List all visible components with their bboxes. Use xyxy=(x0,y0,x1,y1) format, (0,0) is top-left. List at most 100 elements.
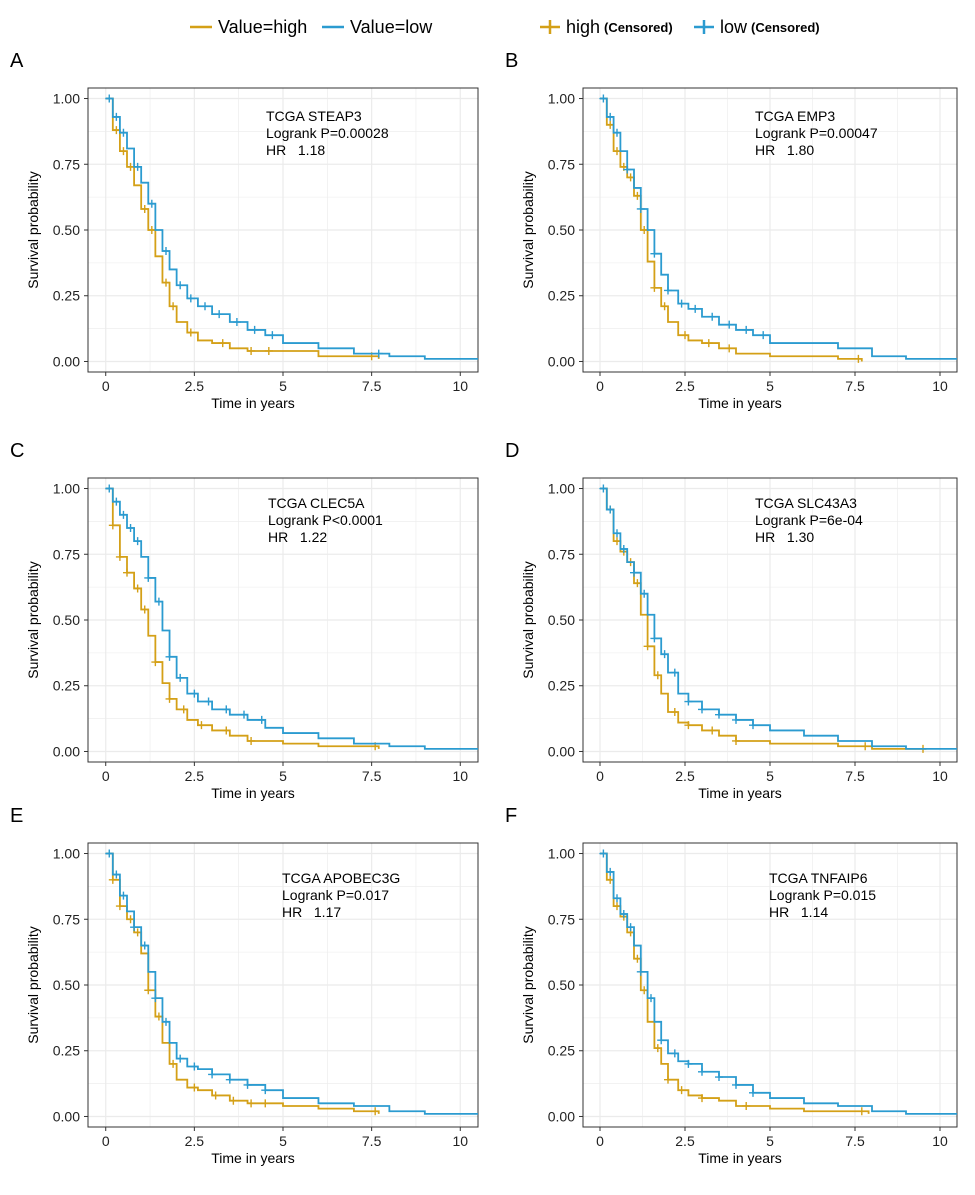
logrank-text: Logrank P=6e-04 xyxy=(755,512,863,528)
censor-mark-high xyxy=(742,1101,751,1110)
panel-f: F 0 2.5 5 7.5 10 0.00 0.25 0.50 0.75 1.00 Time in … xyxy=(487,805,974,1195)
hr-text: HR 1.17 xyxy=(282,904,342,920)
censor-mark-low xyxy=(749,1088,757,1097)
censor-mark-high xyxy=(144,986,153,995)
x-tick-label: 2.5 xyxy=(185,768,205,784)
x-tick-label: 10 xyxy=(452,768,468,784)
survival-curve-low xyxy=(105,97,478,360)
legend-swatch-low-censored xyxy=(694,20,714,34)
annotation: TCGA STEAP3 Logrank P=0.00028 HR 1.18 xyxy=(266,108,389,159)
censor-mark-high xyxy=(108,521,117,530)
censor-mark-low xyxy=(657,1036,666,1045)
legend-label: Value=high xyxy=(218,16,308,37)
annotation: TCGA APOBEC3G Logrank P=0.017 HR 1.17 xyxy=(282,870,400,921)
censor-mark-low xyxy=(613,894,621,903)
logrank-text: Logrank P=0.015 xyxy=(769,887,877,903)
y-tick-label: 0.75 xyxy=(548,546,575,562)
censor-mark-high xyxy=(653,671,662,680)
y-axis-label: Survival probability xyxy=(25,561,41,679)
y-tick-label: 0.50 xyxy=(53,977,80,993)
gene-title: TCGA TNFAIP6 xyxy=(769,870,868,886)
x-tick-label: 5 xyxy=(766,1133,774,1149)
y-tick-label: 0.50 xyxy=(548,222,575,238)
x-axis-label: Time in years xyxy=(698,1150,782,1166)
panel-label: A xyxy=(10,50,24,72)
survival-curve-low xyxy=(600,97,957,360)
panel-d: D 0 2.5 5 7.5 10 0.00 0.25 0.50 0.75 1.00 Time in … xyxy=(487,440,974,830)
censor-mark-low xyxy=(147,199,156,208)
survival-curve-low xyxy=(105,487,478,750)
x-tick-label: 2.5 xyxy=(675,768,695,784)
censor-mark-low xyxy=(670,1049,679,1058)
censor-mark-high xyxy=(732,736,740,745)
x-axis-label: Time in years xyxy=(211,1150,295,1166)
y-tick-label: 1.00 xyxy=(53,91,80,107)
censor-mark-high xyxy=(151,658,160,667)
y-tick-label: 0.25 xyxy=(548,678,575,694)
censor-mark-low xyxy=(732,715,740,724)
censor-mark-low xyxy=(112,112,121,121)
y-tick-label: 1.00 xyxy=(53,846,80,862)
annotation: TCGA TNFAIP6 Logrank P=0.015 HR 1.14 xyxy=(769,870,876,921)
censor-mark-high xyxy=(133,584,142,593)
censor-mark-high xyxy=(684,721,693,730)
censor-mark-high xyxy=(698,1094,706,1103)
survival-curve-low xyxy=(105,852,478,1115)
censor-mark-high xyxy=(725,344,734,353)
y-tick-label: 0.75 xyxy=(53,546,80,562)
legend-entry-low-censored: low (Censored) xyxy=(692,14,820,40)
panel-b: B 0 2.5 5 7.5 10 0.00 0.25 0.50 0.75 1.00 Time in … xyxy=(487,50,974,440)
survival-plot-c: 0 2.5 5 7.5 10 0.00 0.25 0.50 0.75 1.00 Time in ye… xyxy=(25,477,479,801)
censor-mark-low xyxy=(698,705,706,714)
grid xyxy=(583,843,957,1127)
y-tick-label: 0.75 xyxy=(548,911,575,927)
censor-mark-low xyxy=(650,634,659,643)
censor-mark-low xyxy=(232,318,241,327)
censor-mark-low xyxy=(208,1070,217,1079)
censor-mark-low xyxy=(725,320,734,329)
gene-title: TCGA APOBEC3G xyxy=(282,870,401,886)
censor-mark-low xyxy=(691,304,700,313)
panel-label: F xyxy=(505,805,518,827)
censor-mark-high xyxy=(123,568,131,577)
survival-plot-d: 0 2.5 5 7.5 10 0.00 0.25 0.50 0.75 1.00 Time in ye… xyxy=(520,477,958,801)
censor-mark-high xyxy=(169,1059,178,1068)
censor-mark-low xyxy=(664,286,672,295)
y-axis-label: Survival probability xyxy=(520,926,536,1044)
legend-entry-value-high: Value=high xyxy=(188,14,307,40)
censor-mark-high xyxy=(165,694,174,703)
censor-mark-low xyxy=(190,689,199,698)
x-tick-label: 5 xyxy=(766,768,774,784)
logrank-text: Logrank P=0.017 xyxy=(282,887,390,903)
panel-c: C 0 2.5 5 7.5 10 0.00 0.25 0.50 0.75 1.00 Time in … xyxy=(0,440,487,830)
censor-mark-low xyxy=(130,923,139,932)
censor-mark-high xyxy=(211,1091,220,1100)
censor-mark-low xyxy=(606,112,615,121)
logrank-text: Logrank P<0.0001 xyxy=(268,512,383,528)
x-tick-label: 7.5 xyxy=(845,378,865,394)
survival-plot-f: 0 2.5 5 7.5 10 0.00 0.25 0.50 0.75 1.00 Time in ye… xyxy=(520,842,958,1166)
censor-mark-high xyxy=(222,726,231,735)
x-tick-label: 5 xyxy=(279,1133,287,1149)
censor-mark-low xyxy=(670,668,679,677)
x-tick-label: 2.5 xyxy=(675,378,695,394)
y-axis-label: Survival probability xyxy=(520,561,536,679)
y-tick-label: 1.00 xyxy=(548,481,575,497)
censor-mark-low xyxy=(119,128,128,137)
legend-entry-value-low: Value=low xyxy=(320,14,432,40)
censor-mark-low xyxy=(240,710,248,719)
censor-mark-low xyxy=(613,128,621,137)
censor-mark-low xyxy=(112,497,121,506)
censor-mark-high xyxy=(861,742,870,751)
hr-text: HR 1.80 xyxy=(755,142,815,158)
y-tick-label: 0.75 xyxy=(53,911,80,927)
gene-title: TCGA STEAP3 xyxy=(266,108,362,124)
censor-mark-low xyxy=(732,1080,740,1089)
y-tick-label: 0.00 xyxy=(53,1108,80,1124)
logrank-text: Logrank P=0.00047 xyxy=(755,125,878,141)
censor-mark-low xyxy=(599,94,608,103)
censor-mark-low xyxy=(165,652,174,661)
y-tick-label: 0.00 xyxy=(53,353,80,369)
panel-label: D xyxy=(505,440,520,462)
censor-mark-high xyxy=(854,354,863,363)
